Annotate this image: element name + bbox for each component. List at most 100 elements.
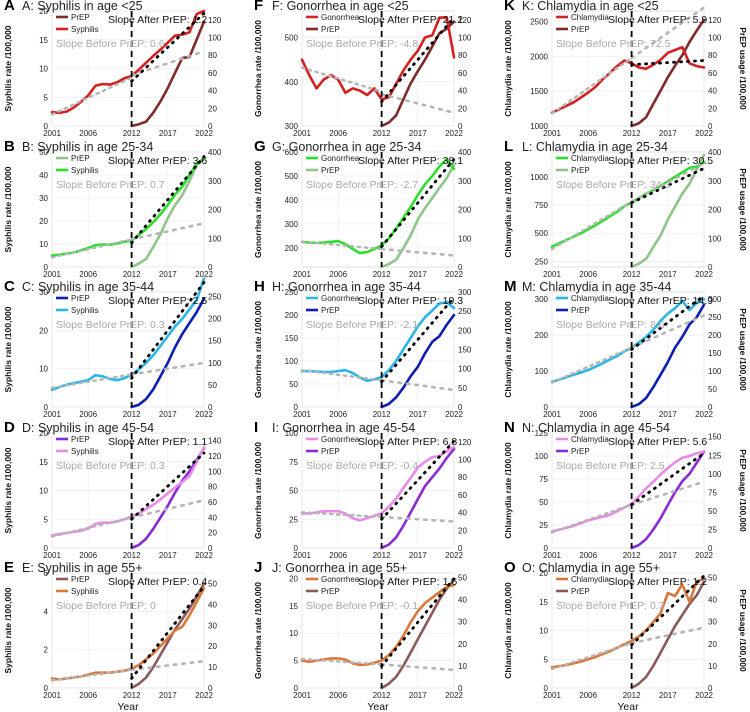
y2-tick-label: 100 (708, 234, 722, 243)
x-tick-label: 2012 (623, 410, 641, 419)
y-tick-label: 5 (44, 515, 49, 524)
y-tick-label: 20 (39, 7, 48, 16)
slope-after-label: Slope After PrEP: 5.6 (608, 436, 707, 448)
x-tick-label: 2001 (293, 691, 311, 700)
y-tick-label: 100 (285, 429, 299, 438)
y-tick-label: 15 (39, 458, 48, 467)
x-tick-label: 2001 (43, 270, 61, 279)
x-tick-label: 2017 (659, 129, 677, 138)
y-tick-label: 125 (535, 429, 549, 438)
x-tick-label: 2022 (695, 551, 713, 560)
panel-title: I: Gonorrhea in age 45-54 (272, 421, 415, 435)
panel-letter: E (4, 559, 14, 576)
y2-tick-label: 0 (208, 544, 213, 553)
x-tick-label: 2022 (445, 691, 463, 700)
y2-tick-label: 250 (458, 307, 472, 316)
y-axis-label: Gonorrhea rate /100,000 (253, 442, 263, 539)
y2-tick-label: 40 (208, 600, 217, 609)
legend-label: PrEP (71, 13, 90, 22)
slope-before-label: Slope Before PrEP: -0.4 (306, 460, 418, 472)
y-tick-label: 5 (44, 93, 49, 102)
x-tick-label: 2001 (543, 270, 561, 279)
x-tick-label: 2012 (623, 691, 641, 700)
y-tick-label: 200 (285, 244, 299, 253)
slope-after-label: Slope After PrEP: 38.1 (358, 155, 463, 167)
y-tick-label: 25 (539, 521, 548, 530)
x-tick-label: 2012 (373, 270, 391, 279)
panel-title: M: Chlamydia in age 35-44 (522, 280, 671, 294)
x-tick-label: 2012 (373, 410, 391, 419)
y2-tick-label: 150 (708, 433, 722, 442)
y2-tick-label: 300 (708, 177, 722, 186)
y2-tick-label: 100 (458, 34, 472, 43)
y-tick-label: 25 (289, 515, 298, 524)
trend-after-line (380, 157, 456, 249)
y2-tick-label: 300 (458, 177, 472, 186)
y2-tick-label: 100 (208, 359, 222, 368)
trend-projection-line (630, 161, 706, 203)
y2-tick-label: 100 (708, 470, 722, 479)
slope-after-label: Slope After PrEP: 1.6 (358, 576, 457, 588)
legend-label: PrEP (71, 154, 90, 163)
panel-title: F: Gonorrhea in age <25 (272, 0, 409, 13)
trend-before-line (50, 373, 133, 390)
x-tick-label: 2022 (195, 410, 213, 419)
y2-tick-label: 100 (458, 365, 472, 374)
y-tick-label: 5 (294, 657, 299, 666)
x-tick-label: 2022 (695, 410, 713, 419)
y-tick-label: 150 (285, 334, 299, 343)
trend-before-line (300, 657, 383, 666)
x-tick-label: 2001 (43, 691, 61, 700)
panel-h: H H: Gonorrhea in age 35-44 0 50 100 150 200 25… (253, 278, 472, 419)
x-tick-label: 2006 (79, 270, 97, 279)
y-tick-label: 500 (285, 34, 299, 43)
slope-after-label: Slope After PrEP: 19.3 (358, 295, 463, 307)
x-tick-label: 2017 (659, 270, 677, 279)
y2-tick-label: 75 (708, 488, 717, 497)
slope-before-label: Slope Before PrEP: 0 (56, 600, 156, 612)
series-line-prep (630, 450, 706, 550)
y2-tick-label: 120 (458, 16, 472, 25)
y2-tick-label: 20 (208, 642, 217, 651)
x-tick-label: 2017 (659, 551, 677, 560)
y2-tick-label: 200 (208, 315, 222, 324)
panel-letter: A (4, 0, 15, 14)
x-tick-label: 2017 (159, 270, 177, 279)
y2-tick-label: 100 (708, 367, 722, 376)
legend-label: Gonorrhea (321, 435, 360, 444)
slope-before-label: Slope Before PrEP: -2.7 (306, 179, 418, 191)
y2-tick-label: 20 (208, 529, 217, 538)
y2-tick-label: 100 (458, 234, 472, 243)
trend-before-line (50, 668, 133, 682)
y-tick-label: 1500 (530, 87, 548, 96)
y2-tick-label: 20 (458, 640, 467, 649)
x-tick-label: 2022 (695, 129, 713, 138)
y-axis-label: Gonorrhea rate /100,000 (253, 301, 263, 398)
y2-tick-label: 40 (708, 87, 717, 96)
trend-projection-line (380, 247, 456, 257)
plot-area (51, 151, 205, 268)
y-tick-label: 6 (44, 569, 49, 578)
panel-letter: D (4, 419, 15, 436)
y-tick-label: 0 (44, 263, 49, 272)
x-axis-label: Year (367, 701, 389, 712)
y-axis-label: Syphilis rate /100,000 (3, 306, 13, 392)
trend-after-line (630, 166, 706, 205)
series-line-prep (130, 156, 206, 269)
trend-before-line (50, 76, 133, 116)
slope-before-label: Slope Before PrEP: 2.5 (556, 460, 665, 472)
legend-label: PrEP (321, 166, 340, 175)
trend-projection-line (380, 663, 456, 672)
y-tick-label: 2 (44, 646, 49, 655)
y-tick-label: 250 (285, 288, 299, 297)
slope-before-label: Slope Before PrEP: 72.5 (556, 38, 671, 50)
y2-tick-label: 300 (458, 288, 472, 297)
y2-tick-label: 100 (458, 456, 472, 465)
slope-after-label: Slope After PrEP: 21.2 (358, 14, 463, 26)
y-tick-label: 20 (39, 217, 48, 226)
slope-after-label: Slope After PrEP: 1.1 (108, 436, 207, 448)
x-tick-label: 2012 (123, 691, 141, 700)
y2-tick-label: 150 (708, 349, 722, 358)
x-tick-label: 2017 (409, 270, 427, 279)
